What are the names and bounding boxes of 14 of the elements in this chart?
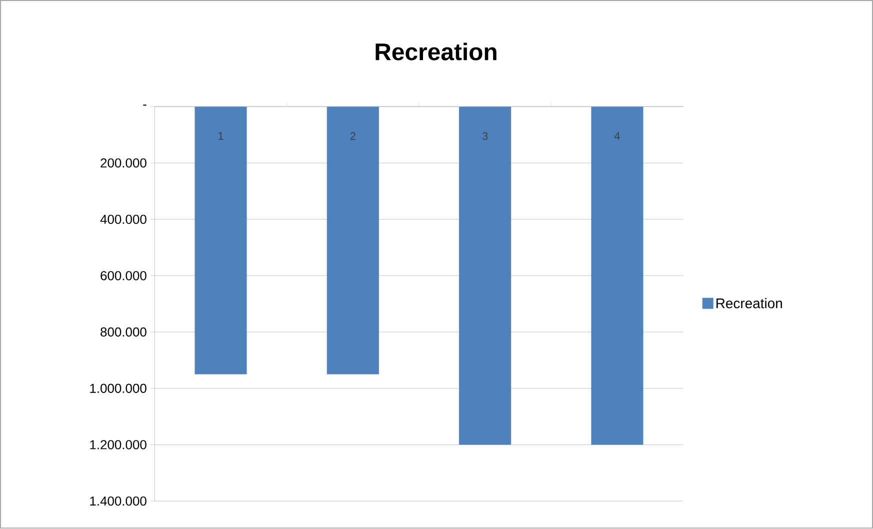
y-tick-label: 600.000 [100,271,146,280]
x-tick-label: 3 [482,132,488,140]
x-tick-label: 4 [614,132,620,140]
x-tick-label: 2 [350,132,356,140]
y-tick-label: 200.000 [100,158,146,168]
y-tick-label: 1.000.000 [90,384,146,394]
legend-label: Recreation [716,298,782,308]
y-tick-label: - [143,104,146,106]
y-tick-label: 1.200.000 [90,440,146,450]
y-tick-label: 400.000 [100,214,146,224]
chart-title: Recreation [376,42,496,61]
y-tick-label: 1.400.000 [90,496,146,506]
y-tick-label: 800.000 [100,328,146,337]
x-tick-label: 1 [218,132,224,140]
